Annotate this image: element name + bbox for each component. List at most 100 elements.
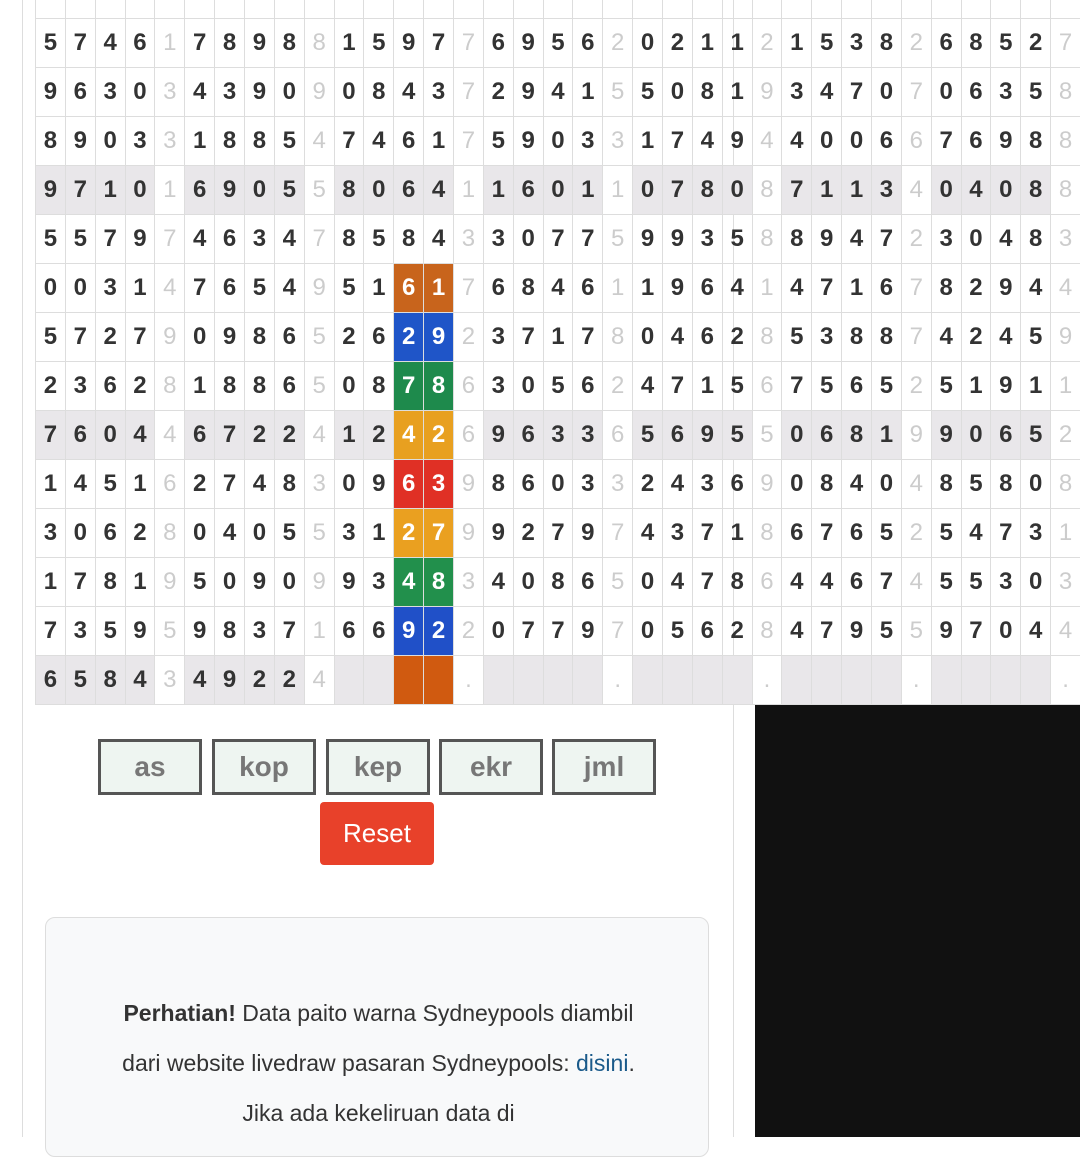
digit-cell: 4: [691, 116, 723, 166]
digit-cell: 3: [841, 18, 872, 68]
separator-cell: 3: [154, 655, 186, 705]
separator-cell: 2: [453, 606, 484, 656]
filter-button[interactable]: ekr: [439, 739, 543, 795]
digit-cell: 3: [94, 67, 126, 117]
digit-cell: 6: [64, 67, 96, 117]
digit-cell: 0: [214, 557, 245, 607]
digit-cell: 9: [721, 116, 753, 166]
digit-cell: [393, 655, 425, 705]
digit-cell: 0: [871, 67, 902, 117]
digit-cell: 3: [94, 263, 126, 313]
digit-cell: 0: [990, 606, 1022, 656]
digit-cell: 0: [64, 508, 96, 558]
separator-cell: 1: [602, 165, 634, 215]
digit-cell: 8: [841, 312, 872, 362]
digit-cell: 4: [662, 557, 693, 607]
filter-button[interactable]: as: [98, 739, 202, 795]
separator-cell: 4: [751, 116, 783, 166]
digit-cell: 5: [632, 410, 663, 460]
digit-cell: 9: [214, 655, 245, 705]
digit-cell: 7: [64, 557, 96, 607]
digit-cell: 1: [632, 263, 663, 313]
digit-cell: 3: [482, 214, 514, 264]
digit-cell: 4: [781, 606, 813, 656]
digit-cell: [811, 655, 843, 705]
separator-cell: 4: [154, 263, 186, 313]
filter-button[interactable]: kep: [326, 739, 430, 795]
digit-cell: 6: [35, 655, 66, 705]
separator-cell: 2: [900, 18, 932, 68]
digit-cell: 5: [94, 459, 126, 509]
table-cell: [871, 0, 902, 19]
separator-cell: 1: [1050, 508, 1080, 558]
digit-cell: 0: [482, 606, 514, 656]
digit-cell: 0: [333, 361, 365, 411]
digit-cell: 9: [35, 165, 66, 215]
digit-cell: 7: [871, 557, 902, 607]
filter-button[interactable]: jml: [552, 739, 656, 795]
separator-cell: 8: [1050, 67, 1080, 117]
separator-cell: 3: [453, 214, 484, 264]
digit-cell: 5: [542, 361, 574, 411]
digit-cell: 4: [542, 263, 574, 313]
separator-cell: 1: [154, 165, 186, 215]
reset-button[interactable]: Reset: [320, 802, 434, 865]
digit-cell: 9: [124, 214, 156, 264]
digit-cell: 2: [94, 312, 126, 362]
notice-box: Perhatian! Data paito warna Sydneypools …: [45, 917, 709, 1157]
digit-cell: 5: [930, 361, 962, 411]
digit-cell: 0: [632, 18, 663, 68]
digit-cell: 9: [244, 18, 275, 68]
digit-cell: 8: [333, 165, 365, 215]
digit-cell: 4: [124, 655, 156, 705]
digit-cell: 4: [363, 116, 395, 166]
digit-cell: 4: [184, 214, 216, 264]
digit-cell: 8: [244, 116, 275, 166]
digit-cell: 5: [273, 508, 305, 558]
separator-cell: 2: [1050, 410, 1080, 460]
digit-cell: 1: [811, 165, 843, 215]
digit-cell: 3: [662, 508, 693, 558]
digit-cell: 8: [871, 18, 902, 68]
separator-cell: 8: [751, 165, 783, 215]
filter-button[interactable]: kop: [212, 739, 316, 795]
separator-cell: 4: [1050, 606, 1080, 656]
digit-cell: 1: [35, 557, 66, 607]
digit-cell: 6: [662, 410, 693, 460]
table-cell: [184, 0, 216, 19]
digit-cell: 5: [930, 508, 962, 558]
digit-cell: 0: [184, 508, 216, 558]
digit-cell: 5: [64, 655, 96, 705]
digit-cell: 3: [482, 361, 514, 411]
digit-cell: 8: [811, 459, 843, 509]
digit-cell: 9: [214, 312, 245, 362]
notice-after: . Jika ada kekeliruan data di: [242, 1050, 635, 1126]
digit-cell: 2: [960, 263, 992, 313]
digit-cell: 9: [691, 410, 723, 460]
separator-cell: 1: [303, 606, 335, 656]
table-cell: [453, 0, 484, 19]
digit-cell: 4: [423, 165, 454, 215]
digit-cell: 5: [184, 557, 216, 607]
digit-cell: 4: [1020, 263, 1052, 313]
digit-cell: 8: [721, 557, 753, 607]
digit-cell: 4: [482, 557, 514, 607]
digit-cell: 4: [662, 459, 693, 509]
digit-cell: 5: [94, 606, 126, 656]
digit-cell: 6: [482, 18, 514, 68]
digit-cell: 6: [94, 361, 126, 411]
digit-cell: 2: [124, 361, 156, 411]
digit-cell: 6: [811, 410, 843, 460]
notice-link[interactable]: disini: [576, 1050, 629, 1076]
digit-cell: 5: [871, 361, 902, 411]
table-cell: [572, 0, 604, 19]
separator-cell: 9: [154, 557, 186, 607]
digit-cell: 7: [662, 116, 693, 166]
digit-cell: 4: [393, 557, 425, 607]
digit-cell: 0: [35, 263, 66, 313]
ad-area: [755, 705, 1080, 1137]
separator-cell: .: [1050, 655, 1080, 705]
digit-cell: 5: [871, 606, 902, 656]
table-cell: [214, 0, 245, 19]
separator-cell: 4: [303, 116, 335, 166]
